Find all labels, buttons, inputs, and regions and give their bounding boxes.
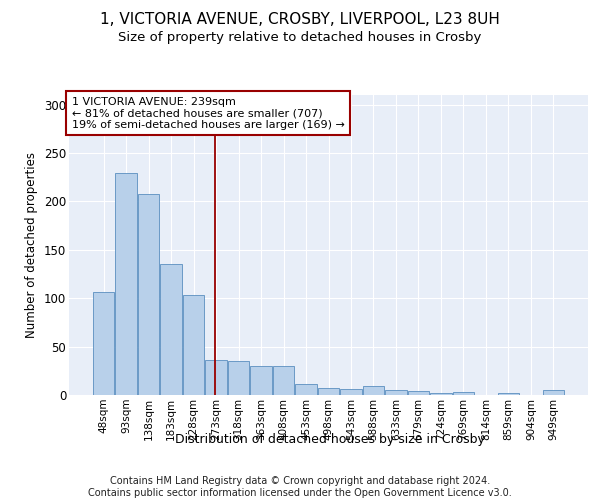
Text: Distribution of detached houses by size in Crosby: Distribution of detached houses by size …	[175, 432, 485, 446]
Bar	[92, 292, 115, 395]
Text: 1 VICTORIA AVENUE: 239sqm
← 81% of detached houses are smaller (707)
19% of semi: 1 VICTORIA AVENUE: 239sqm ← 81% of detac…	[71, 96, 344, 130]
Bar	[227, 361, 250, 395]
Bar	[542, 390, 565, 395]
Text: Size of property relative to detached houses in Crosby: Size of property relative to detached ho…	[118, 31, 482, 44]
Y-axis label: Number of detached properties: Number of detached properties	[25, 152, 38, 338]
Bar	[272, 366, 295, 395]
Bar	[115, 174, 137, 395]
Bar	[452, 392, 475, 395]
Bar	[160, 264, 182, 395]
Bar	[295, 384, 317, 395]
Bar	[430, 393, 452, 395]
Bar	[385, 390, 407, 395]
Bar	[182, 296, 205, 395]
Bar	[497, 393, 520, 395]
Text: 1, VICTORIA AVENUE, CROSBY, LIVERPOOL, L23 8UH: 1, VICTORIA AVENUE, CROSBY, LIVERPOOL, L…	[100, 12, 500, 28]
Bar	[250, 366, 272, 395]
Bar	[340, 389, 362, 395]
Bar	[317, 388, 340, 395]
Bar	[407, 391, 430, 395]
Text: Contains HM Land Registry data © Crown copyright and database right 2024.
Contai: Contains HM Land Registry data © Crown c…	[88, 476, 512, 498]
Bar	[137, 194, 160, 395]
Bar	[362, 386, 385, 395]
Bar	[205, 360, 227, 395]
